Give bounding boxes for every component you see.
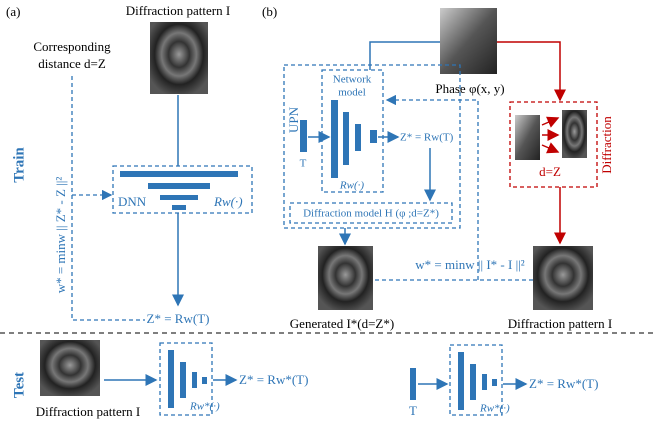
layer [168, 350, 174, 408]
test-label: Test [11, 372, 27, 398]
phase-label: Phase φ(x, y) [435, 81, 504, 96]
layer [172, 205, 186, 210]
diffraction-model-label: Diffraction model H (φ ;d=Z*) [303, 208, 439, 220]
layer [492, 379, 497, 386]
layer [482, 374, 487, 390]
layer [148, 183, 210, 189]
layer [120, 171, 238, 177]
layer [458, 352, 464, 410]
diffraction-image [150, 22, 208, 94]
panel-label: (b) [262, 4, 277, 19]
network-label: Rw(·) [213, 194, 243, 209]
upn-label: UPN [286, 106, 301, 133]
arrow [542, 118, 558, 125]
connector [497, 42, 560, 100]
network-label: Rw*(·) [189, 401, 220, 413]
layer [202, 377, 207, 384]
phase-image [440, 8, 497, 74]
distance-label: distance d=Z [38, 56, 106, 71]
input-label: T [300, 158, 307, 170]
dnn-label: DNN [118, 194, 147, 209]
layer [343, 112, 349, 165]
layer [180, 362, 186, 398]
output-label: Z* = Rw(T) [147, 311, 210, 326]
distance-label: d=Z [539, 164, 561, 179]
panel-label: (a) [6, 4, 20, 19]
output-label: Z* = Rw*(T) [239, 372, 308, 387]
network-label: Rw*(·) [479, 403, 510, 415]
input-bar [300, 120, 307, 152]
generated-image [318, 246, 373, 310]
layer [470, 364, 476, 400]
network-model-label: Network [333, 74, 372, 86]
train-label: Train [11, 147, 27, 183]
feedback-path [387, 100, 478, 280]
layer [370, 130, 377, 143]
pattern-label: Diffraction pattern I [36, 404, 140, 419]
arrow [542, 145, 558, 152]
layer [192, 372, 197, 388]
network-model-label: model [338, 87, 366, 99]
pattern-title: Diffraction pattern I [126, 3, 230, 18]
output-label: Z* = Rw(T) [400, 132, 454, 144]
layer [160, 195, 198, 200]
generated-label: Generated I*(d=Z*) [290, 316, 394, 331]
connector [370, 42, 440, 70]
diagram: (a) Diffraction pattern I Corresponding … [0, 0, 657, 436]
layer [331, 100, 338, 178]
input-label: T [409, 403, 417, 418]
network-label: Rw(·) [339, 180, 364, 192]
loss-label: w* = minw || I* - I ||² [415, 257, 524, 272]
diffraction-image [40, 340, 100, 396]
input-bar [410, 368, 416, 400]
pattern-thumb [562, 110, 587, 158]
phase-thumb [515, 115, 540, 160]
layer [355, 124, 361, 151]
diffraction-image [533, 246, 593, 310]
output-label: Z* = Rw*(T) [529, 376, 598, 391]
loss-label: w* = minw || Z* - Z ||² [53, 177, 68, 294]
pattern-label: Diffraction pattern I [508, 316, 612, 331]
diffraction-label: Diffraction [599, 116, 614, 174]
distance-label: Corresponding [33, 39, 111, 54]
